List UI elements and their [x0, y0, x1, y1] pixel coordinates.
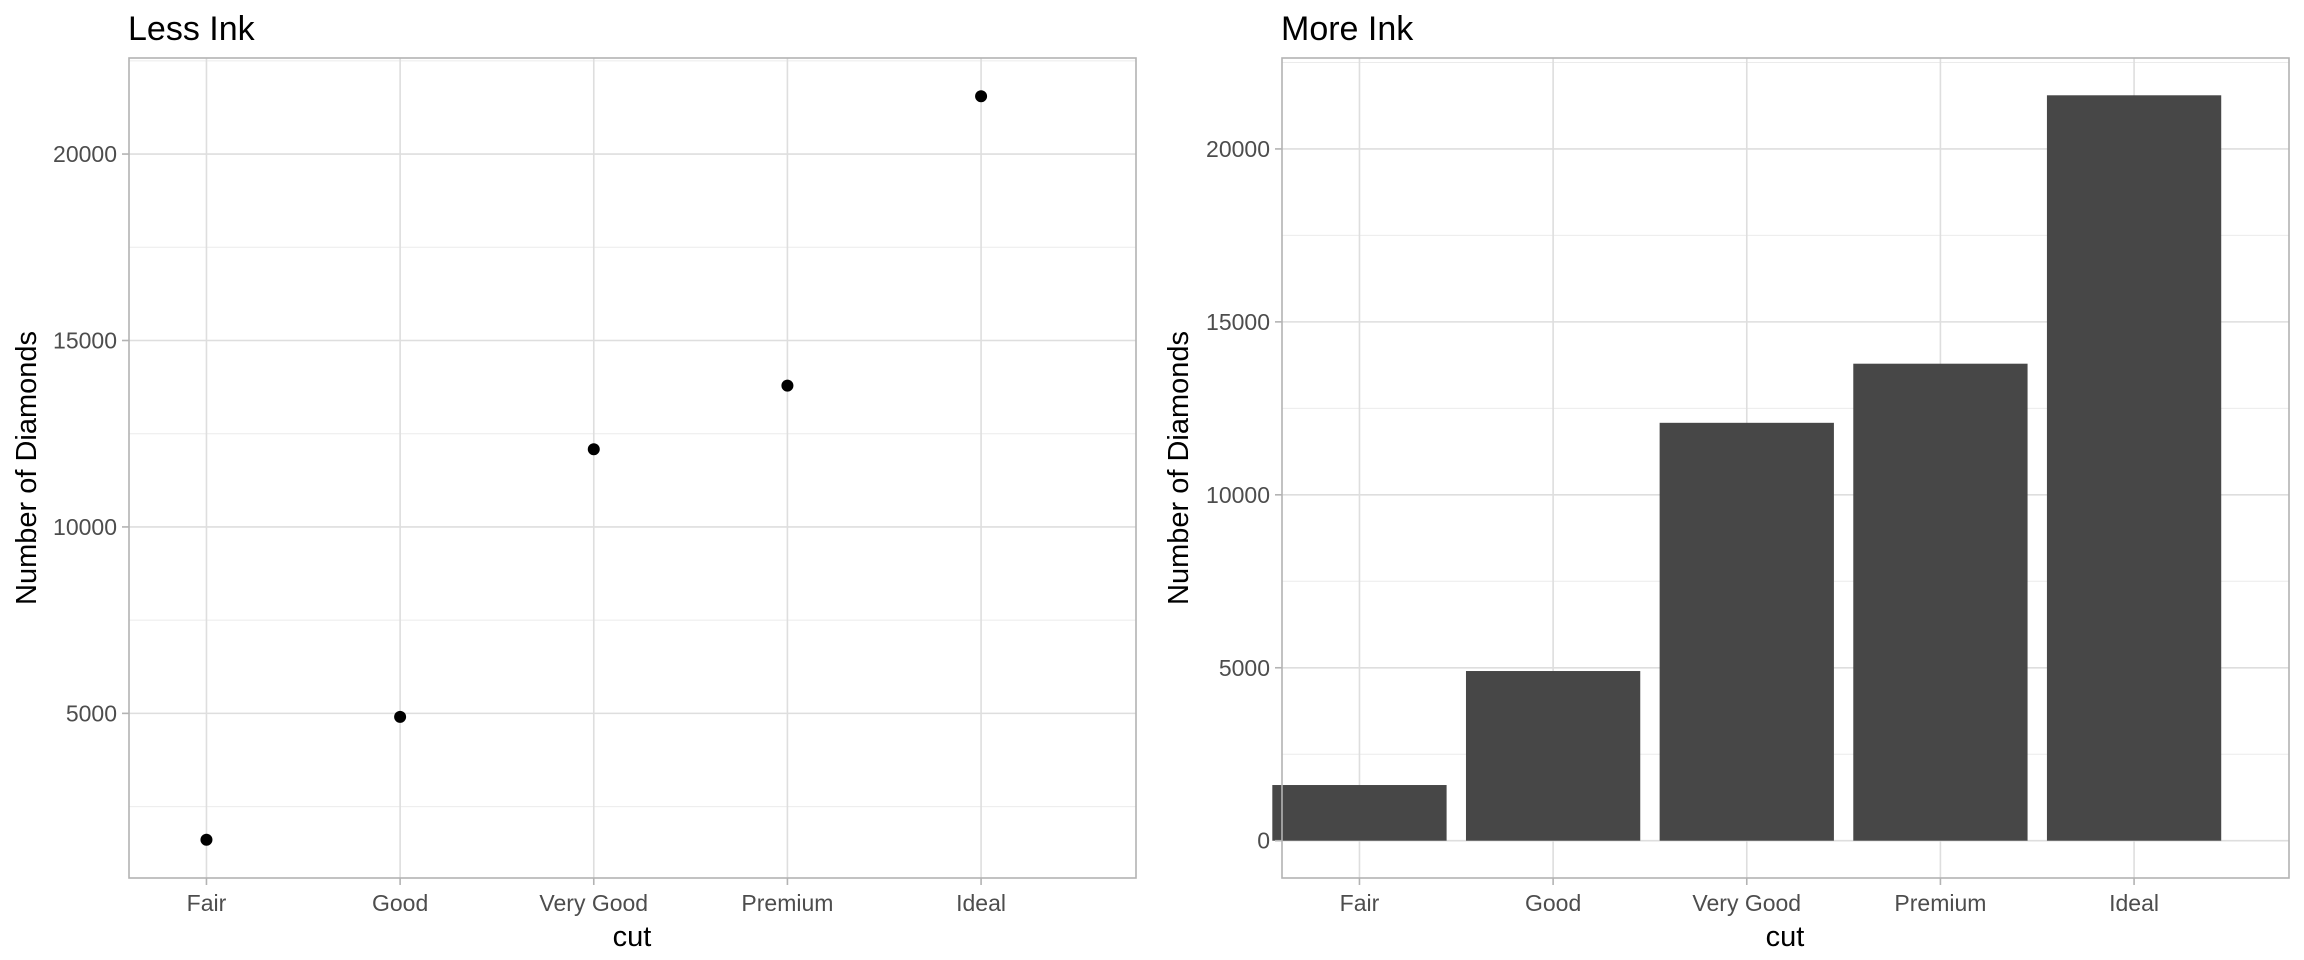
grid-lines [129, 58, 1136, 878]
data-point [975, 90, 988, 103]
x-tick-label: Ideal [956, 890, 1006, 916]
chart-more-ink: More Ink cut Number of Diamonds 0 5000 100… [1163, 10, 2290, 953]
chart-title: More Ink [1281, 10, 1414, 48]
x-tick-label: Good [1525, 890, 1581, 916]
data-point [587, 443, 600, 456]
chart-less-ink: Less Ink cut Number of Diamonds 5000 1000… [11, 10, 1137, 953]
y-tick-label: 20000 [53, 141, 117, 167]
x-tick-label: Very Good [539, 890, 648, 916]
y-axis-title: Number of Diamonds [1163, 331, 1195, 605]
panel-border [128, 57, 1137, 879]
x-tick-label: Good [372, 890, 428, 916]
x-tick-label: Premium [1894, 890, 1986, 916]
y-tick-label: 15000 [53, 327, 117, 353]
chart-title: Less Ink [128, 10, 256, 48]
data-marks [200, 90, 988, 846]
axis-ticks: 0 5000 10000 15000 20000 Fair Good Very Good Pre… [1206, 136, 2159, 916]
x-tick-label: Very Good [1692, 890, 1801, 916]
x-tick-label: Ideal [2109, 890, 2159, 916]
x-axis-title: cut [613, 921, 652, 953]
y-axis-title: Number of Diamonds [11, 331, 43, 605]
axis-ticks: 5000 10000 15000 20000 Fair Good Very Good Prem… [53, 141, 1006, 916]
panel-border [1281, 57, 2290, 879]
bar [1659, 422, 1834, 841]
data-point [200, 833, 213, 846]
y-tick-label: 15000 [1206, 309, 1270, 335]
x-tick-label: Fair [1340, 890, 1380, 916]
data-point [394, 710, 407, 723]
x-axis-title: cut [1766, 921, 1805, 953]
y-tick-label: 0 [1257, 828, 1270, 854]
y-tick-label: 5000 [1219, 655, 1270, 681]
bar [1465, 671, 1641, 841]
x-tick-label: Premium [741, 890, 833, 916]
y-tick-label: 10000 [1206, 482, 1270, 508]
bar [1853, 363, 2028, 841]
data-marks [1272, 95, 2222, 841]
bar [1272, 785, 1447, 841]
bar [2046, 95, 2222, 841]
x-tick-label: Fair [187, 890, 227, 916]
data-point [781, 379, 794, 392]
y-tick-label: 5000 [66, 700, 117, 726]
y-tick-label: 20000 [1206, 136, 1270, 162]
y-tick-label: 10000 [53, 514, 117, 540]
